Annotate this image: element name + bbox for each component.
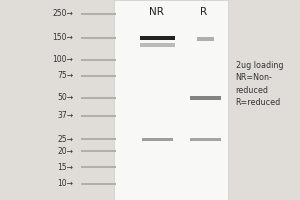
Bar <box>140 36 175 40</box>
Text: 10→: 10→ <box>58 180 74 188</box>
Text: 100→: 100→ <box>52 55 74 64</box>
Bar <box>81 166 116 168</box>
Text: 250→: 250→ <box>52 9 74 19</box>
Bar <box>142 138 173 140</box>
Bar <box>114 0 228 200</box>
Bar <box>81 13 116 15</box>
Text: 75→: 75→ <box>57 72 74 80</box>
Bar <box>81 183 116 185</box>
Bar <box>81 59 116 61</box>
Text: 37→: 37→ <box>57 111 74 120</box>
Text: 20→: 20→ <box>58 146 74 156</box>
Text: 150→: 150→ <box>52 33 74 43</box>
Text: NR: NR <box>148 7 164 17</box>
Bar <box>190 96 221 100</box>
Bar <box>140 43 175 47</box>
Bar <box>190 138 221 140</box>
Bar <box>81 138 116 140</box>
Bar <box>197 37 214 41</box>
Text: 50→: 50→ <box>57 94 74 102</box>
Bar <box>81 97 116 99</box>
Text: 25→: 25→ <box>58 134 74 144</box>
Text: 2ug loading
NR=Non-
reduced
R=reduced: 2ug loading NR=Non- reduced R=reduced <box>236 61 283 107</box>
Text: 15→: 15→ <box>58 162 74 171</box>
Text: R: R <box>200 7 208 17</box>
Bar <box>81 115 116 117</box>
Bar <box>81 150 116 152</box>
Bar <box>81 75 116 77</box>
Bar <box>81 37 116 39</box>
